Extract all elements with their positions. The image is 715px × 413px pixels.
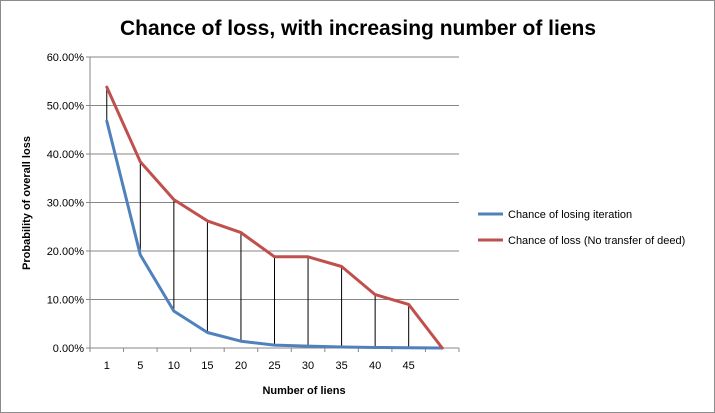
series-lines [105,85,444,350]
series-line-2 [105,85,444,350]
x-tick-label: 1 [104,360,110,372]
x-axis-title: Number of liens [262,385,345,397]
x-tick-label: 30 [302,360,314,372]
x-tick-label: 5 [137,360,143,372]
y-tick-label: 20.00% [47,246,85,258]
x-tick-label: 35 [335,360,347,372]
y-tick-label: 40.00% [47,149,85,161]
y-axis-title: Probability of overall loss [21,136,33,270]
x-tick-labels: 1 5 10 15 20 25 30 35 40 45 [104,360,415,372]
x-tick-label: 20 [235,360,247,372]
x-tick-label: 10 [168,360,180,372]
x-tick-label: 45 [403,360,415,372]
y-tick-label: 50.00% [47,101,85,113]
y-tick-labels: 0.00% 10.00% 20.00% 30.00% 40.00% 50.00% 60.00… [47,52,85,355]
x-tick-label: 40 [369,360,381,372]
legend-label-2: Chance of loss (No transfer of deed) [508,235,685,247]
legend: Chance of losing iteration Chance of loss… [478,209,685,247]
series-line-1 [105,119,444,350]
y-tick-label: 10.00% [47,295,85,307]
chart-title: Chance of loss, with increasing number o… [120,17,596,40]
x-tick-label: 15 [201,360,213,372]
gridlines [86,56,459,349]
x-tick-label: 25 [268,360,280,372]
legend-label-1: Chance of losing iteration [508,209,632,221]
drop-lines [106,87,410,348]
y-tick-label: 60.00% [47,52,85,64]
y-tick-label: 0.00% [53,343,84,355]
y-tick-label: 30.00% [47,198,85,210]
